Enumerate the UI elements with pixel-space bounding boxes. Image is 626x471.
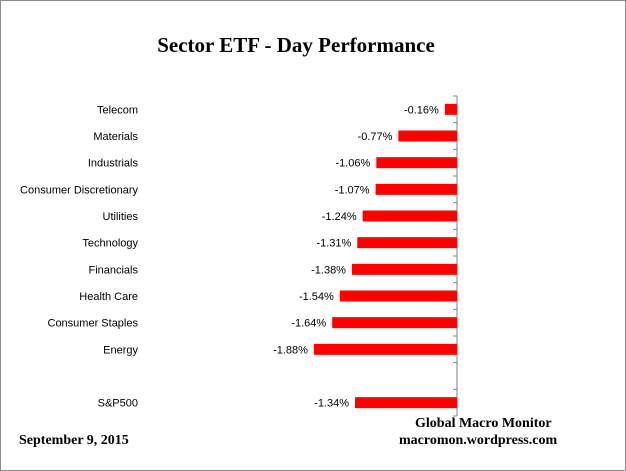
category-label: Utilities [103,211,139,223]
bar [375,183,457,195]
category-label: Materials [93,131,138,143]
bar [357,237,457,249]
bar [398,130,457,142]
bar [332,317,457,329]
category-label: Telecom [97,104,138,116]
brand-name: Global Macro Monitor [415,416,552,431]
category-label: S&P500 [98,398,138,410]
bar [444,103,457,115]
bar [351,263,457,275]
bar [376,157,457,169]
data-label: -1.64% [291,318,326,330]
date-label: September 9, 2015 [19,433,129,448]
brand-url: macromon.wordpress.com [399,433,558,448]
bar [355,397,457,409]
data-label: -1.38% [311,264,346,276]
category-label: Energy [103,344,138,356]
category-label: Financials [88,264,138,276]
data-label: -0.77% [358,131,393,143]
data-label: -1.88% [273,344,308,356]
data-label: -1.31% [316,238,351,250]
category-label: Industrials [88,158,139,170]
bar [313,343,457,355]
data-label: -1.54% [299,291,334,303]
data-label: -1.34% [314,398,349,410]
category-label: Consumer Staples [48,318,139,330]
bar [339,290,457,302]
chart-title: Sector ETF - Day Performance [157,33,435,57]
bar [362,210,457,222]
category-label: Consumer Discretionary [20,184,138,196]
data-label: -1.06% [335,158,370,170]
data-label: -0.16% [404,104,439,116]
data-label: -1.24% [322,211,357,223]
data-label: -1.07% [335,184,370,196]
category-label: Health Care [79,291,138,303]
category-label: Technology [82,238,138,250]
